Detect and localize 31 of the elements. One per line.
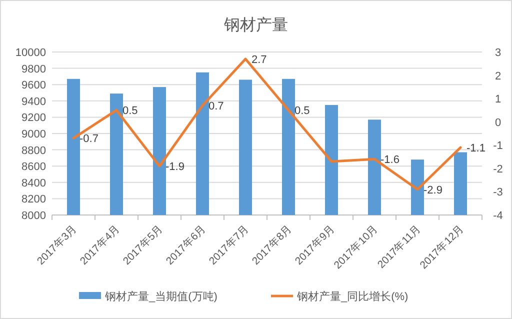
y-tick-label: 9200 xyxy=(22,112,46,124)
legend-label: 钢材产量_当期值(万吨) xyxy=(104,290,218,303)
legend-label: 钢材产量_同比增长(%) xyxy=(296,290,408,303)
y2-tick-label: -1 xyxy=(493,140,503,152)
data-label: 2.7 xyxy=(252,54,267,66)
data-label: 0.7 xyxy=(208,100,224,113)
y-tick-label: 8000 xyxy=(22,210,46,222)
y-tick-label: 8800 xyxy=(22,144,46,157)
y2-tick-label: -4 xyxy=(493,210,503,222)
data-label: -1.6 xyxy=(380,154,400,166)
data-label: -1.9 xyxy=(166,161,184,174)
y-tick-label: 10000 xyxy=(15,47,46,59)
data-label: 0.5 xyxy=(122,105,138,118)
y2-tick-label: 2 xyxy=(494,70,502,82)
y2-tick-label: 3 xyxy=(494,47,502,59)
y-tick-label: 9000 xyxy=(22,128,46,140)
y2-tick-label: -3 xyxy=(493,186,503,199)
y-tick-label: 8600 xyxy=(22,161,46,174)
data-label: -2.9 xyxy=(424,184,442,196)
y-tick-label: 9600 xyxy=(22,80,46,92)
data-label: -0.7 xyxy=(80,133,98,146)
y-tick-label: 9800 xyxy=(22,63,46,76)
y2-tick-label: 1 xyxy=(494,94,502,106)
y2-tick-label: -2 xyxy=(493,163,503,176)
y-tick-label: 9400 xyxy=(22,96,46,108)
chart-title: 钢材产量 xyxy=(223,16,288,34)
data-label: -1.1 xyxy=(466,142,486,154)
y-tick-label: 8200 xyxy=(22,194,46,206)
data-label: 0.5 xyxy=(294,105,310,118)
y-tick-label: 8400 xyxy=(22,177,46,190)
y2-tick-label: 0 xyxy=(494,116,502,129)
